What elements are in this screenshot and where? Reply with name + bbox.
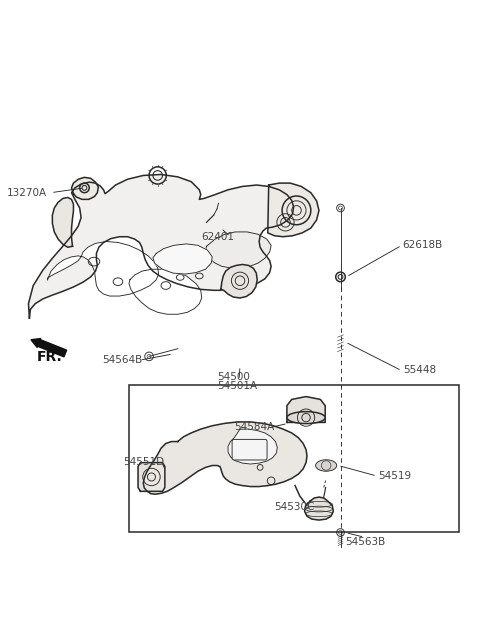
Text: 54563B: 54563B: [345, 537, 385, 547]
Text: 54519: 54519: [378, 471, 411, 481]
Polygon shape: [268, 183, 319, 237]
Ellipse shape: [287, 412, 325, 424]
Polygon shape: [48, 241, 158, 296]
Polygon shape: [221, 265, 257, 298]
Polygon shape: [287, 397, 325, 423]
Text: 55448: 55448: [403, 365, 436, 375]
Polygon shape: [52, 197, 73, 247]
Text: 54584A: 54584A: [234, 422, 275, 432]
Text: 54530C: 54530C: [275, 502, 315, 511]
Polygon shape: [305, 497, 333, 520]
Text: FR.: FR.: [36, 350, 62, 364]
FancyArrow shape: [31, 339, 67, 357]
Text: 62401: 62401: [201, 232, 234, 242]
Text: 13270A: 13270A: [6, 188, 47, 197]
Polygon shape: [228, 429, 277, 464]
Polygon shape: [205, 232, 271, 268]
Polygon shape: [129, 269, 202, 314]
Text: 54564B: 54564B: [103, 355, 143, 365]
Text: 54551D: 54551D: [123, 457, 164, 466]
Ellipse shape: [316, 460, 336, 471]
Text: 54500: 54500: [217, 373, 250, 383]
Polygon shape: [72, 177, 98, 199]
Polygon shape: [153, 244, 212, 274]
Polygon shape: [144, 422, 307, 494]
Bar: [129, 385, 459, 532]
FancyBboxPatch shape: [232, 439, 267, 460]
Text: 54501A: 54501A: [217, 381, 257, 391]
Text: 62618B: 62618B: [403, 241, 443, 251]
Polygon shape: [138, 463, 165, 491]
Polygon shape: [28, 175, 294, 318]
